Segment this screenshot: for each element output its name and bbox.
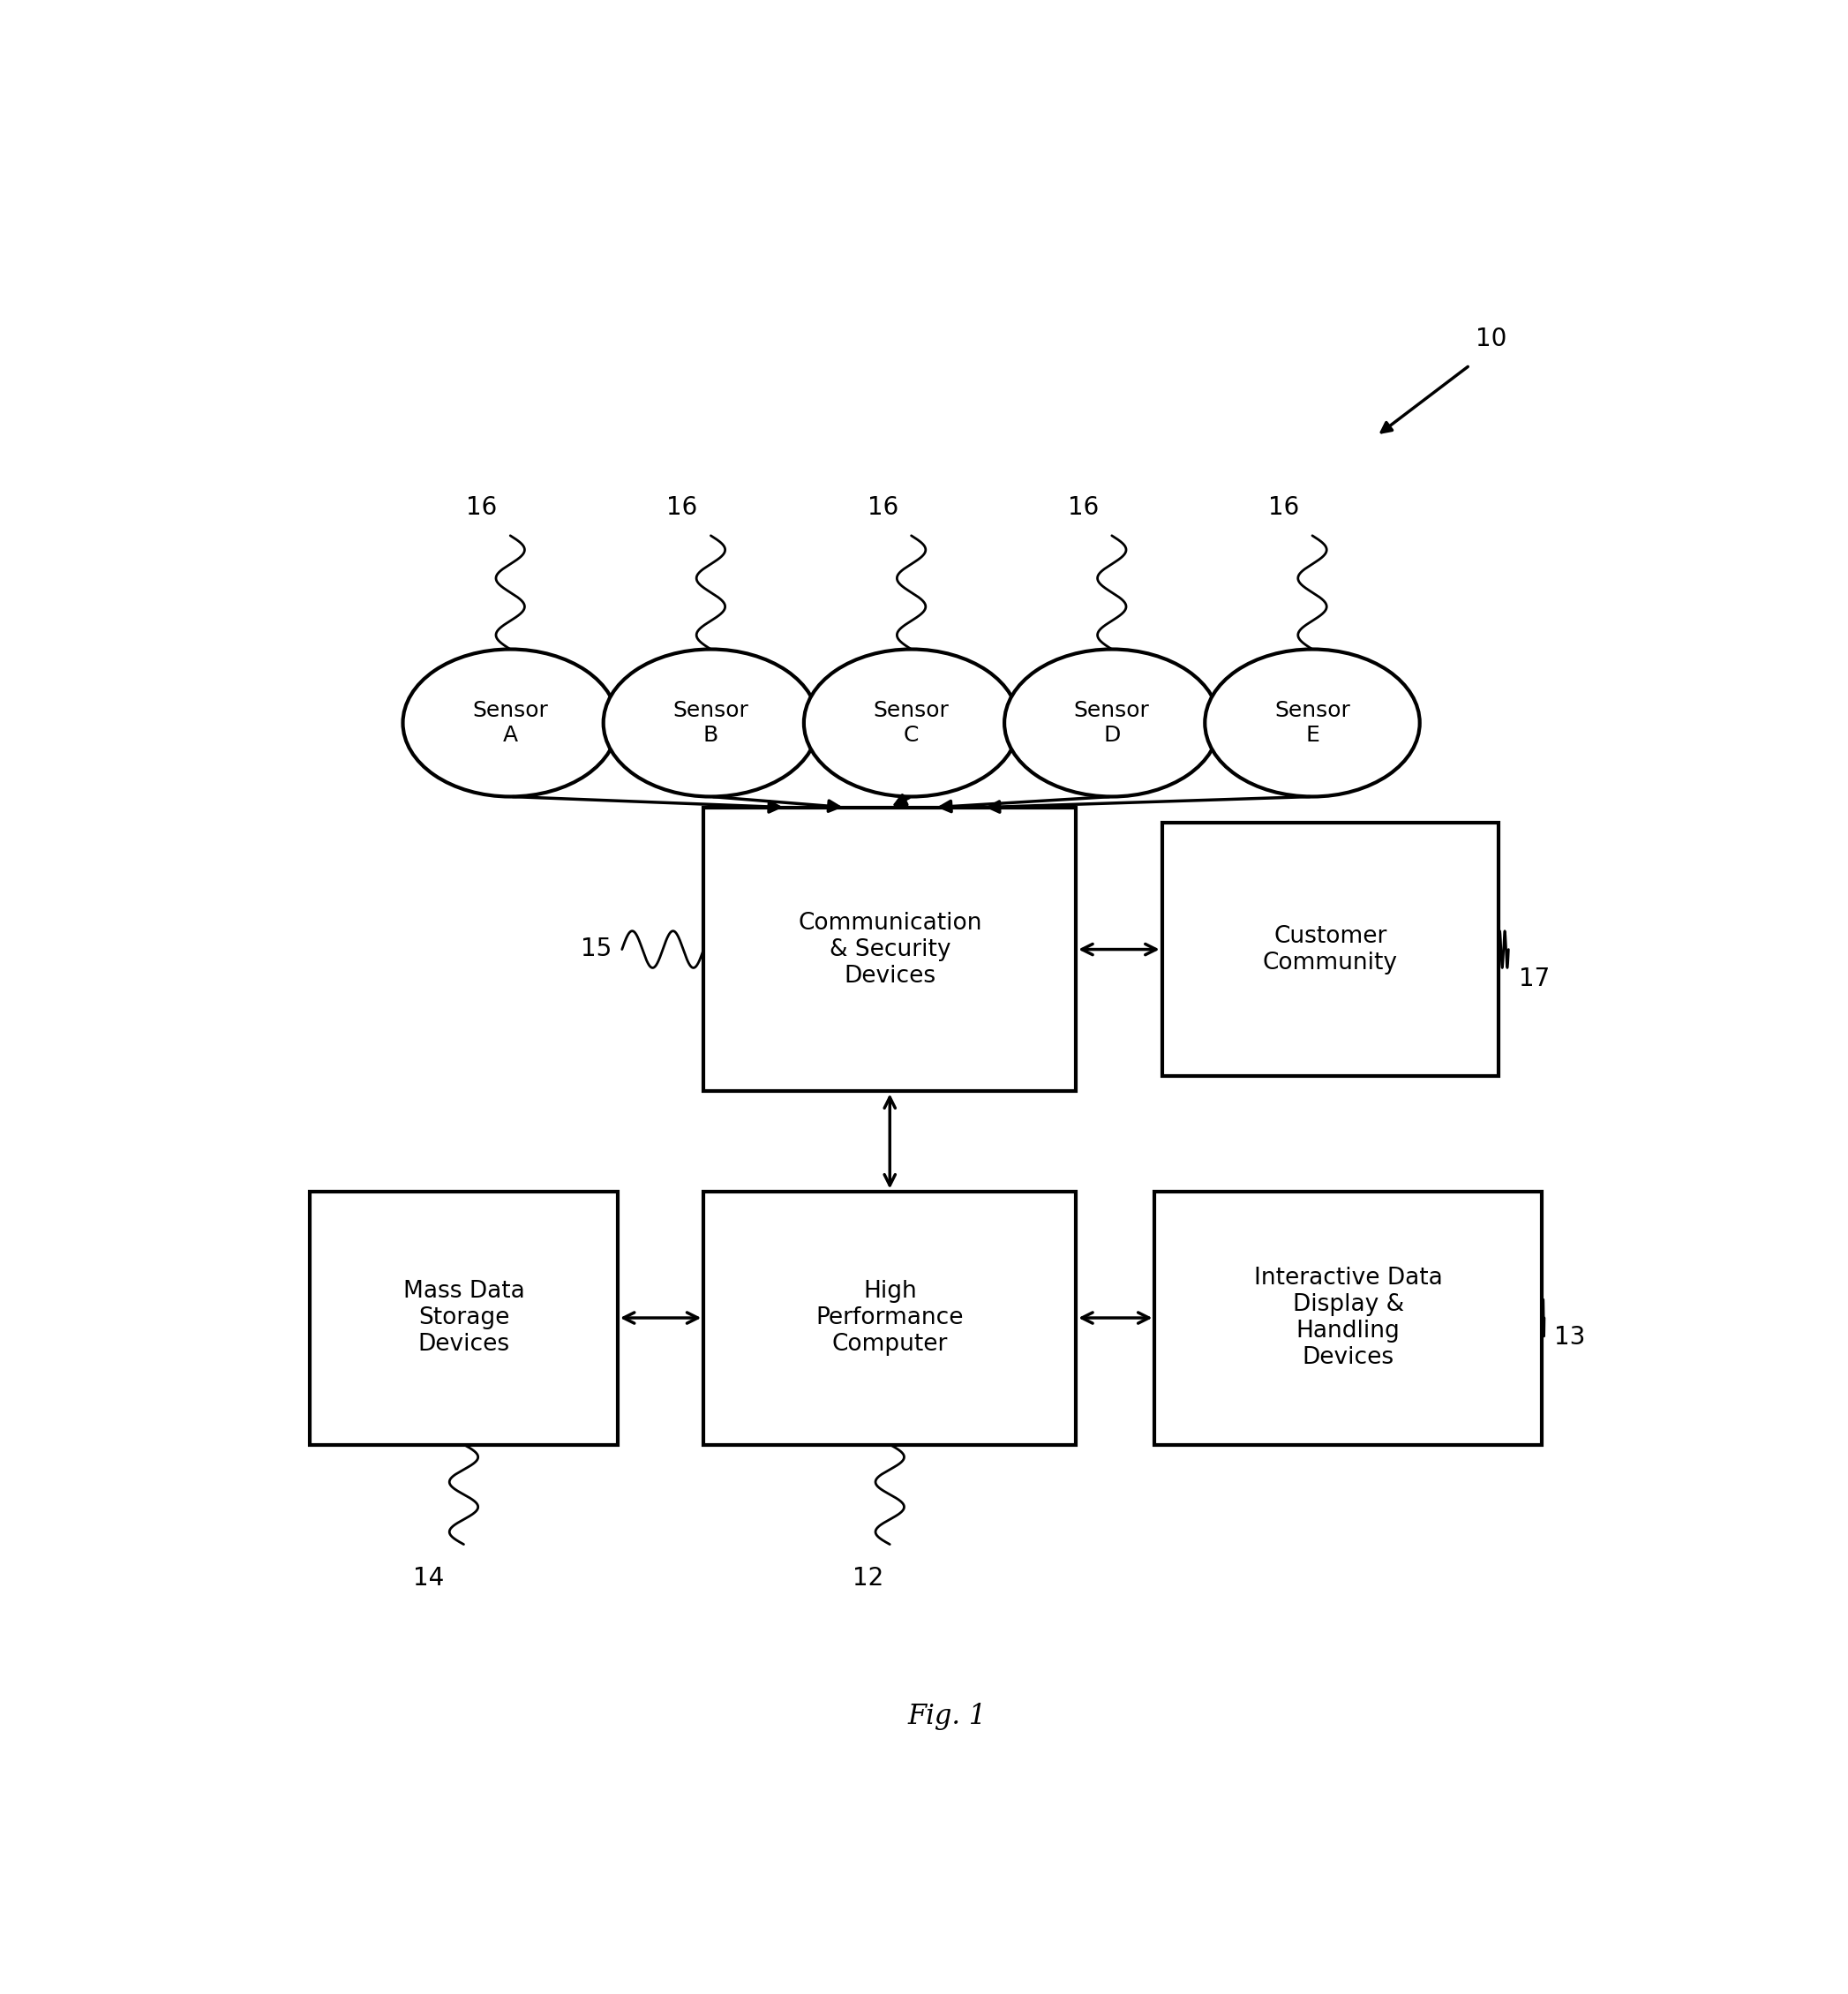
Text: Sensor
A: Sensor A xyxy=(473,700,549,746)
Text: Sensor
D: Sensor D xyxy=(1074,700,1149,746)
Text: High
Performance
Computer: High Performance Computer xyxy=(817,1280,963,1356)
Text: 16: 16 xyxy=(1268,497,1299,520)
Text: 16: 16 xyxy=(867,497,898,520)
Ellipse shape xyxy=(403,650,617,798)
Text: 16: 16 xyxy=(1068,497,1100,520)
Text: Sensor
C: Sensor C xyxy=(874,700,950,746)
Text: 13: 13 xyxy=(1554,1324,1586,1350)
Ellipse shape xyxy=(602,650,819,798)
Text: 15: 15 xyxy=(580,937,612,961)
Text: 17: 17 xyxy=(1519,967,1550,991)
Text: Communication
& Security
Devices: Communication & Security Devices xyxy=(798,911,981,987)
FancyBboxPatch shape xyxy=(1155,1190,1541,1444)
Ellipse shape xyxy=(1005,650,1220,798)
FancyBboxPatch shape xyxy=(1162,824,1499,1077)
Text: Sensor
E: Sensor E xyxy=(1275,700,1351,746)
Text: 12: 12 xyxy=(852,1565,883,1591)
Text: 10: 10 xyxy=(1477,327,1506,351)
FancyBboxPatch shape xyxy=(310,1190,617,1444)
Ellipse shape xyxy=(1205,650,1419,798)
Ellipse shape xyxy=(804,650,1018,798)
Text: Fig. 1: Fig. 1 xyxy=(907,1703,987,1731)
Text: Sensor
B: Sensor B xyxy=(673,700,748,746)
FancyBboxPatch shape xyxy=(704,808,1076,1091)
Text: Interactive Data
Display &
Handling
Devices: Interactive Data Display & Handling Devi… xyxy=(1253,1266,1443,1370)
FancyBboxPatch shape xyxy=(704,1190,1076,1444)
Text: 14: 14 xyxy=(414,1565,444,1591)
Text: Customer
Community: Customer Community xyxy=(1262,925,1397,975)
Text: Mass Data
Storage
Devices: Mass Data Storage Devices xyxy=(403,1280,525,1356)
Text: 16: 16 xyxy=(466,497,497,520)
Text: 16: 16 xyxy=(667,497,699,520)
